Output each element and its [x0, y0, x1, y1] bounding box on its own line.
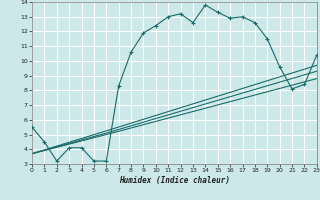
X-axis label: Humidex (Indice chaleur): Humidex (Indice chaleur) [119, 176, 230, 185]
